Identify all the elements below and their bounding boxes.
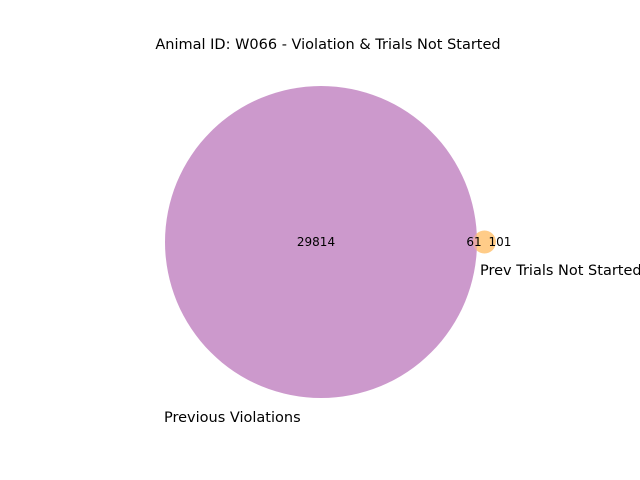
region-label-b-only: 101 xyxy=(489,235,512,249)
venn-labels: Previous Violations Prev Trials Not Star… xyxy=(164,263,640,426)
venn-region-labels: 29814 61 101 xyxy=(297,235,512,249)
region-label-intersection: 61 xyxy=(466,235,481,249)
circle-prev-trials-not-started xyxy=(472,230,496,254)
chart-title: Animal ID: W066 - Violation & Trials Not… xyxy=(155,37,500,53)
set-label-previous-violations: Previous Violations xyxy=(164,410,301,426)
venn-circles xyxy=(165,86,496,398)
set-label-prev-trials-not-started: Prev Trials Not Started xyxy=(480,263,640,279)
region-label-a-only: 29814 xyxy=(297,235,335,249)
circle-previous-violations xyxy=(165,86,477,398)
